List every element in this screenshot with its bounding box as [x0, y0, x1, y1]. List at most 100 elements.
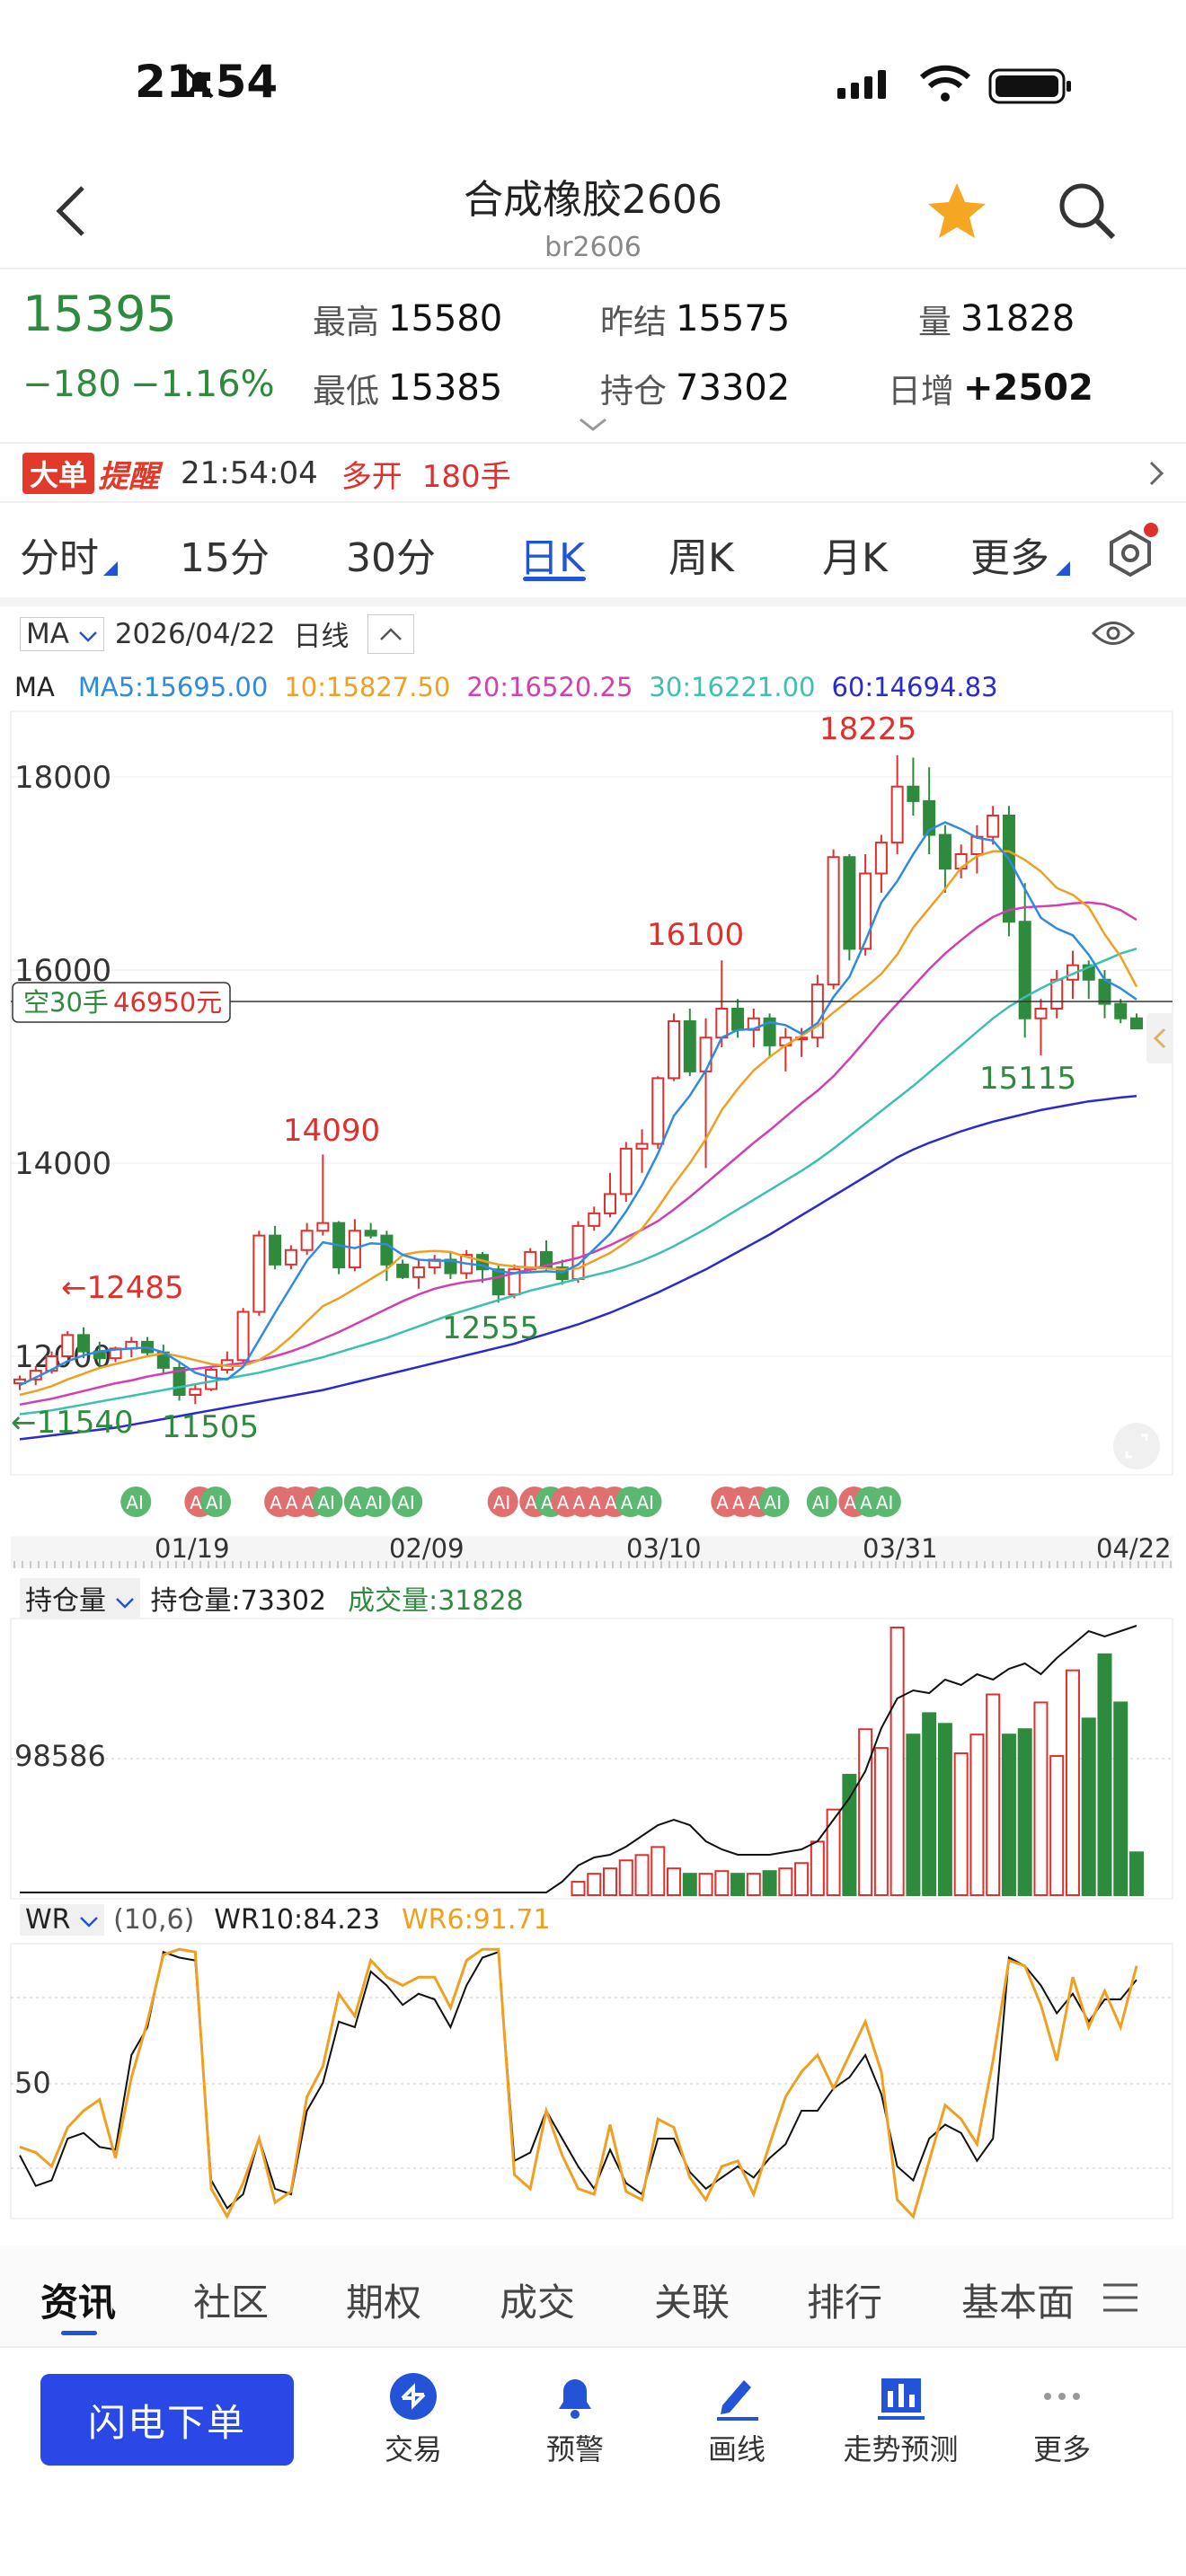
volume-bar	[794, 1862, 810, 1896]
ai-badge[interactable]: AI	[200, 1486, 232, 1517]
wr6-value: WR6:91.71	[401, 1904, 551, 1936]
volume-bar	[603, 1867, 618, 1897]
annotation-12485: ←12485	[61, 1270, 184, 1306]
ai-badge-text: AI	[493, 1492, 511, 1513]
search-icon[interactable]	[1056, 180, 1119, 243]
favorite-star-icon[interactable]	[925, 180, 988, 243]
tab-weekly[interactable]: 周K	[668, 535, 734, 581]
tool-trade[interactable]: 交易	[346, 2371, 481, 2468]
tool-more[interactable]: 更多	[995, 2371, 1129, 2468]
tab-30min[interactable]: 30分	[346, 535, 436, 581]
ma20-line	[19, 901, 1137, 1407]
candle-body	[651, 1077, 665, 1145]
position-line-label: 空30手 46950元	[12, 982, 231, 1023]
candle-body	[269, 1234, 282, 1266]
active-tab-indicator	[523, 577, 586, 581]
volume-label: 量	[918, 303, 951, 341]
chart-period: 日线	[293, 621, 350, 653]
right-handle[interactable]	[1146, 1013, 1173, 1063]
candle-body	[1114, 1002, 1128, 1019]
back-icon[interactable]	[54, 184, 90, 238]
annotation-11505: 11505	[162, 1409, 259, 1445]
tab-timeshare[interactable]: 分时	[20, 535, 99, 581]
kline-chart[interactable]: 18000 16000 14000 12000 空30手 46950元 1822…	[0, 710, 1186, 1500]
annotation-12555: 12555	[442, 1310, 539, 1346]
ai-badge-text: AI	[876, 1492, 894, 1513]
candle-body	[1098, 978, 1111, 1005]
flash-order-button[interactable]: 闪电下单	[40, 2374, 294, 2466]
ai-badge[interactable]: AI	[392, 1486, 423, 1517]
volume-bar	[986, 1693, 1001, 1896]
volume-bar	[1001, 1734, 1016, 1896]
candle-body	[859, 872, 872, 950]
ai-badge[interactable]: AI	[312, 1486, 343, 1517]
volume-bar	[858, 1728, 873, 1896]
ai-badge[interactable]: AI	[870, 1486, 901, 1517]
ai-badge-text: AI	[366, 1492, 384, 1513]
menu-icon[interactable]	[1102, 2281, 1139, 2314]
tab-community[interactable]: 社区	[193, 2280, 270, 2325]
ai-badge[interactable]: AI	[487, 1486, 518, 1517]
tab-related[interactable]: 关联	[654, 2280, 730, 2325]
fullscreen-icon[interactable]	[1113, 1423, 1160, 1469]
annotation-16100: 16100	[647, 917, 744, 953]
tool-forecast[interactable]: 走势预测	[831, 2371, 970, 2468]
tab-monthly[interactable]: 月K	[822, 535, 888, 581]
candle-body	[890, 785, 904, 844]
tab-15min[interactable]: 15分	[180, 535, 270, 581]
candle-body	[987, 815, 1000, 838]
low-field: 最低 15385	[313, 364, 502, 412]
wr-chart[interactable]: 50	[0, 1942, 1186, 2222]
candle-body	[907, 785, 920, 802]
annotation-11540: ←11540	[11, 1405, 134, 1441]
ai-badge[interactable]: AI	[359, 1486, 391, 1517]
bell-icon	[559, 2379, 591, 2419]
indicator-type: MA	[26, 617, 69, 650]
collapse-button[interactable]	[367, 613, 414, 654]
tool-draw[interactable]: 画线	[669, 2371, 804, 2468]
ai-badge-text: AI	[317, 1492, 335, 1513]
settings-hex-icon[interactable]	[1101, 523, 1160, 582]
high-field: 最高 15580	[313, 295, 502, 343]
candle-body	[1130, 1017, 1143, 1030]
more-icon	[1044, 2393, 1080, 2400]
ma10-value: 10:15827.50	[284, 672, 451, 702]
ai-badge[interactable]: AI	[120, 1486, 152, 1517]
tab-daily[interactable]: 日K	[519, 535, 585, 581]
wr-selector[interactable]: WR	[20, 1904, 105, 1936]
ma20-value: 20:16520.25	[466, 672, 633, 702]
tab-ranking[interactable]: 排行	[807, 2280, 883, 2325]
ai-badge[interactable]: AI	[806, 1486, 837, 1517]
oi-volume-chart[interactable]: 98586	[0, 1617, 1186, 1902]
tab-trades[interactable]: 成交	[500, 2280, 576, 2325]
oi-axis-label: 98586	[14, 1739, 106, 1773]
ai-badge[interactable]: AI	[758, 1486, 790, 1517]
oi-selector[interactable]: 持仓量	[20, 1578, 140, 1618]
expand-chevron-icon[interactable]	[578, 417, 608, 433]
candle-body	[619, 1147, 633, 1195]
indicator-selector[interactable]: MA	[20, 616, 104, 651]
candle-body	[491, 1268, 505, 1296]
wr-axis-label: 50	[14, 2066, 51, 2100]
tab-more[interactable]: 更多	[970, 535, 1049, 581]
tab-news[interactable]: 资讯	[40, 2280, 117, 2325]
mute-bell-icon	[185, 68, 214, 99]
oi-selector-label: 持仓量	[25, 1585, 106, 1617]
candle-body	[571, 1224, 585, 1280]
eye-icon[interactable]	[1091, 618, 1136, 648]
tool-alert[interactable]: 预警	[508, 2371, 642, 2468]
volume-bar	[762, 1870, 777, 1896]
candle-body	[77, 1334, 91, 1353]
volume-field: 量 31828	[918, 295, 1075, 343]
volume-bar	[698, 1873, 713, 1897]
tab-options[interactable]: 期权	[346, 2280, 422, 2325]
position-side: 空30手	[23, 987, 109, 1018]
price-axis-label: 14000	[14, 1146, 111, 1182]
ai-badge[interactable]: AI	[631, 1486, 662, 1517]
chevron-down-icon	[78, 631, 97, 642]
candle-body	[588, 1212, 601, 1227]
big-order-alert[interactable]: 大单 提醒 21:54:04 多开 180手	[22, 451, 1173, 496]
tab-fundamentals[interactable]: 基本面	[961, 2280, 1075, 2325]
volume-bar	[873, 1747, 889, 1896]
candle-body	[252, 1234, 266, 1313]
